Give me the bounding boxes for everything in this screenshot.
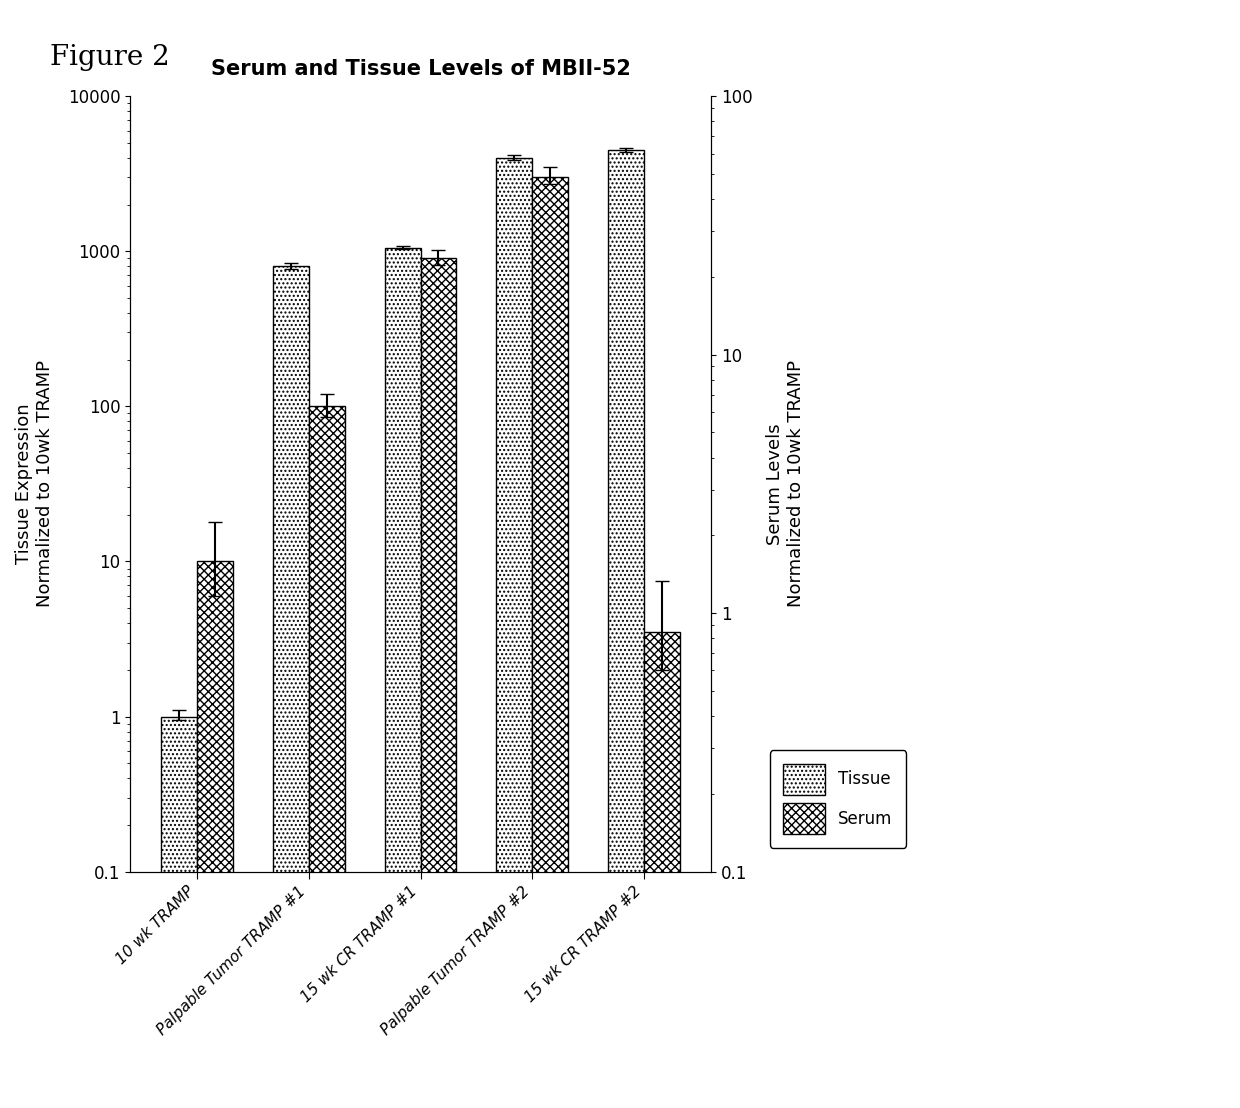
Text: Figure 2: Figure 2 [50, 44, 170, 71]
Bar [644, 633, 680, 1108]
Title: Serum and Tissue Levels of MBII-52: Serum and Tissue Levels of MBII-52 [211, 60, 630, 80]
Legend: Tissue, Serum: Tissue, Serum [770, 750, 906, 848]
Bar [161, 717, 197, 1108]
Bar [273, 266, 309, 1108]
Y-axis label: Tissue Expression
Normalized to 10wk TRAMP: Tissue Expression Normalized to 10wk TRA… [15, 360, 53, 607]
Bar [197, 562, 233, 1108]
Bar [420, 258, 456, 1108]
Bar [532, 177, 568, 1108]
Bar [309, 407, 345, 1108]
Bar [496, 157, 532, 1108]
Bar [608, 150, 644, 1108]
Y-axis label: Serum Levels
Normalized to 10wk TRAMP: Serum Levels Normalized to 10wk TRAMP [766, 360, 805, 607]
Bar [384, 248, 420, 1108]
